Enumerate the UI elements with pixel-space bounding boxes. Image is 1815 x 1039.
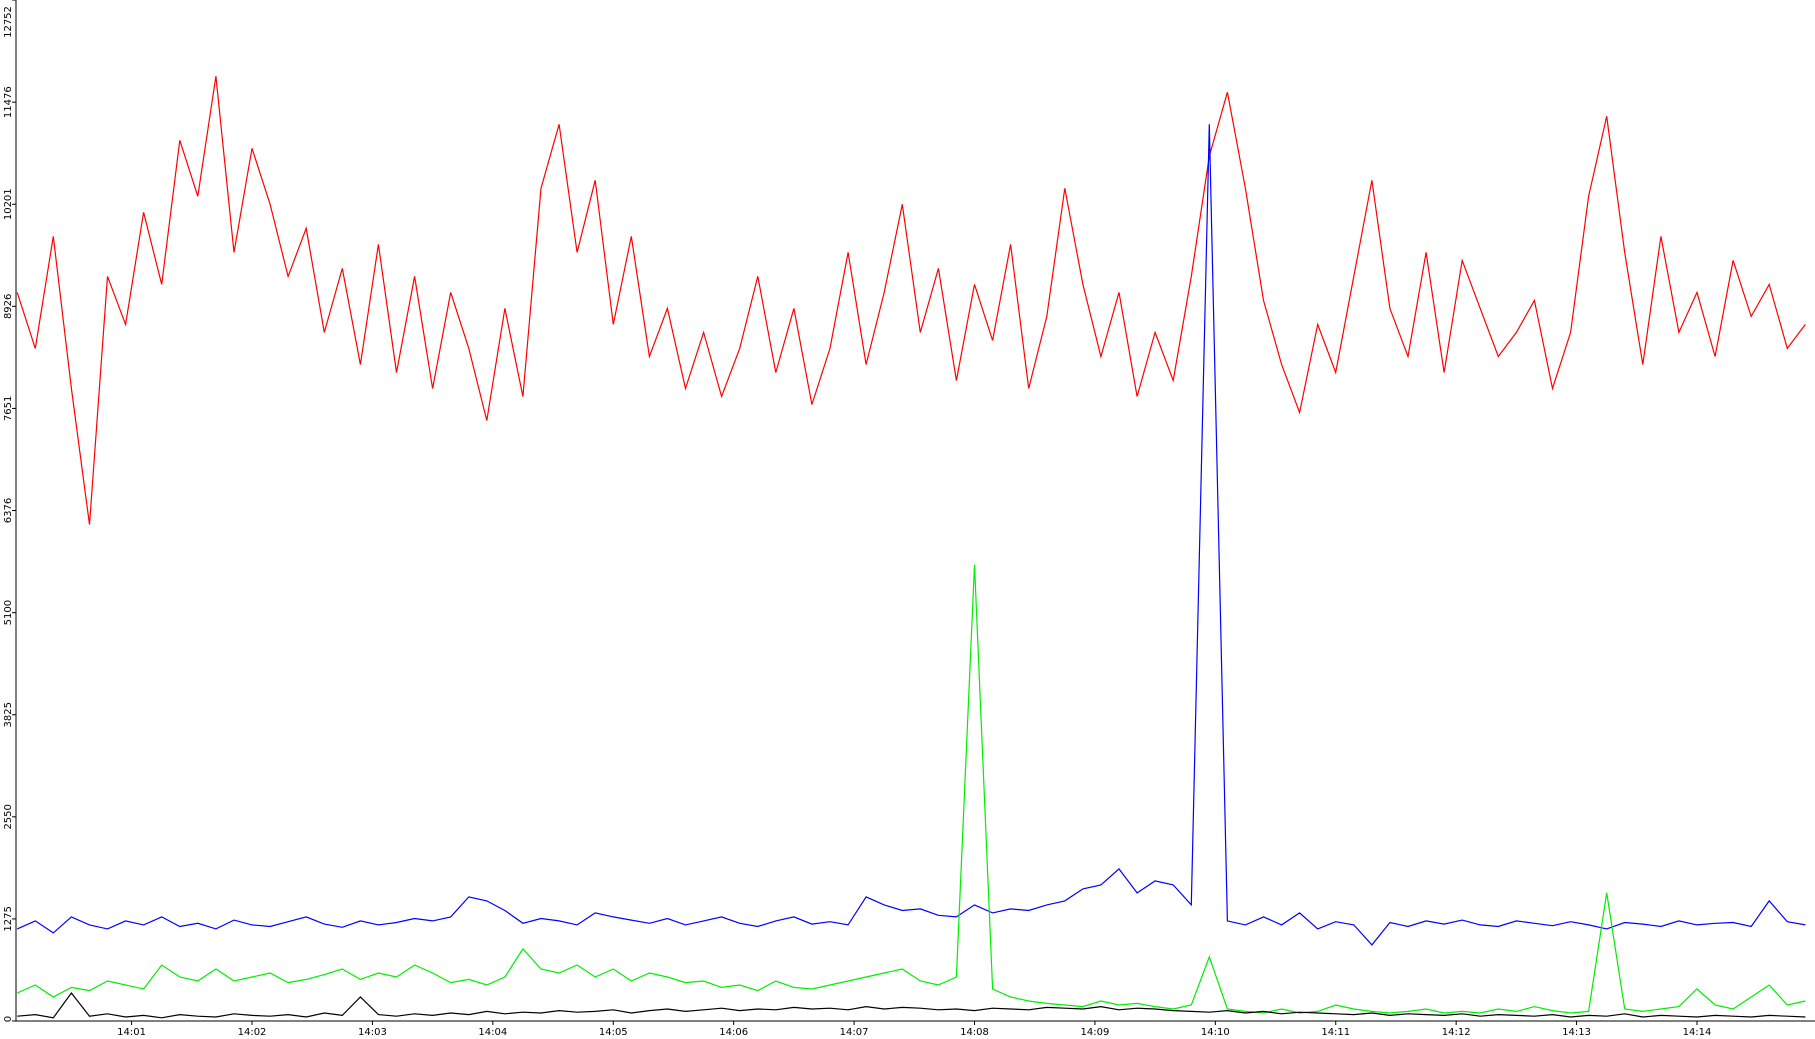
x-tick-label: 14:12 bbox=[1442, 1027, 1471, 1038]
y-tick-label: 10201 bbox=[3, 188, 14, 220]
y-tick-label: 2550 bbox=[3, 804, 14, 829]
y-tick-label: 5100 bbox=[3, 600, 14, 625]
y-tick-label: 12752 bbox=[3, 6, 14, 38]
x-tick-label: 14:04 bbox=[478, 1027, 507, 1038]
x-tick-label: 14:10 bbox=[1201, 1027, 1230, 1038]
x-tick-label: 14:05 bbox=[599, 1027, 628, 1038]
x-tick-label: 14:08 bbox=[960, 1027, 989, 1038]
x-tick-label: 14:01 bbox=[117, 1027, 146, 1038]
series-line bbox=[16, 76, 1806, 525]
y-tick-label: 1275 bbox=[3, 906, 14, 931]
x-tick-label: 14:03 bbox=[358, 1027, 387, 1038]
x-tick-label: 14:02 bbox=[238, 1027, 267, 1038]
series-line bbox=[17, 992, 1806, 1019]
y-tick-label: 7651 bbox=[3, 396, 14, 421]
y-tick-label: 6376 bbox=[3, 498, 14, 523]
x-tick-label: 14:14 bbox=[1683, 1027, 1712, 1038]
x-tick-label: 14:06 bbox=[719, 1027, 748, 1038]
series-line bbox=[16, 124, 1806, 946]
y-tick-label: 11476 bbox=[3, 86, 14, 118]
y-tick-label: 3825 bbox=[3, 702, 14, 727]
x-tick-label: 14:13 bbox=[1562, 1027, 1591, 1038]
x-tick-label: 14:07 bbox=[840, 1027, 869, 1038]
x-tick-label: 14:09 bbox=[1081, 1027, 1110, 1038]
y-tick-label: 0 bbox=[3, 1016, 14, 1022]
x-tick-label: 14:11 bbox=[1321, 1027, 1350, 1038]
series-line bbox=[16, 564, 1806, 1014]
y-tick-label: 8926 bbox=[3, 294, 14, 319]
